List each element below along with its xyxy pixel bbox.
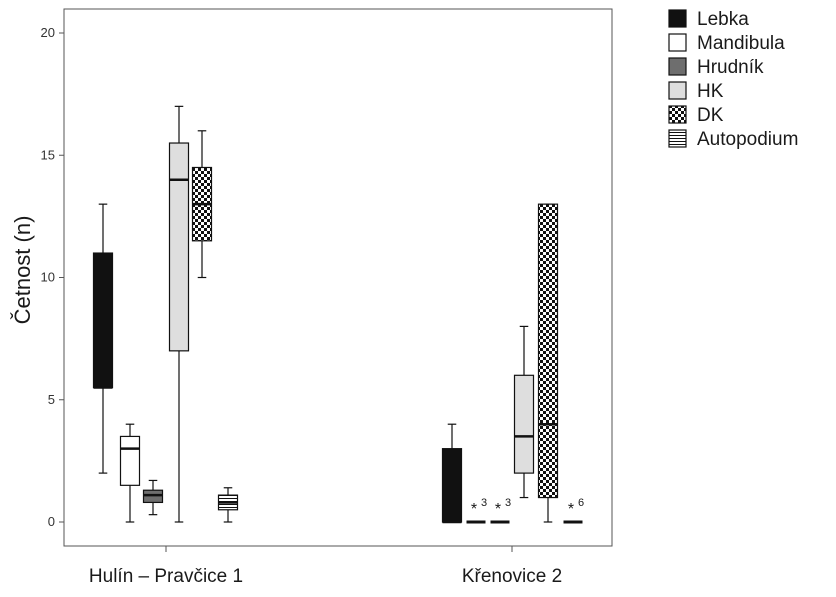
outlier-marker: * <box>568 501 574 518</box>
box-body <box>513 374 535 474</box>
legend-item: HK <box>668 81 724 102</box>
box-body <box>92 252 114 389</box>
legend-item: Autopodium <box>668 129 798 150</box>
box-body <box>119 435 141 486</box>
legend-label: Lebka <box>697 9 749 30</box>
legend: Lebka Mandibula Hrudník HK DK Autopodium <box>668 9 798 150</box>
legend-swatch <box>668 33 687 52</box>
y-tick-label: 10 <box>41 270 55 285</box>
legend-label: Mandibula <box>697 33 785 54</box>
x-axis: Hulín – Pravčice 1 Křenovice 2 <box>89 546 562 587</box>
legend-label: Hrudník <box>697 57 764 78</box>
legend-item: Mandibula <box>668 33 785 54</box>
legend-label: DK <box>697 105 724 126</box>
y-axis: 0 5 10 15 20 <box>41 9 65 546</box>
legend-swatch <box>668 57 687 76</box>
legend-item: Lebka <box>668 9 749 30</box>
y-tick-label: 15 <box>41 147 55 162</box>
x-category-label: Křenovice 2 <box>462 566 562 587</box>
y-tick-label: 20 <box>41 25 55 40</box>
box-hrudník-1 <box>142 479 164 516</box>
legend-swatch <box>668 81 687 100</box>
box-lebka-2 <box>441 423 463 524</box>
box-hk-1 <box>168 105 190 523</box>
box-lebka-1 <box>92 203 114 474</box>
box-mandibula-1 <box>119 423 141 523</box>
outlier-label: 6 <box>578 497 584 509</box>
outlier-marker: * <box>495 501 501 518</box>
legend-item: Hrudník <box>668 57 764 78</box>
box-hk-2 <box>513 325 535 499</box>
legend-swatch <box>668 129 687 148</box>
y-tick-label: 0 <box>48 514 55 529</box>
box-body <box>537 203 559 499</box>
box-hrudník-2: * 3 <box>490 497 511 524</box>
outlier-label: 3 <box>505 497 511 509</box>
y-axis-label: Četnost (n) <box>10 216 35 325</box>
legend-label: Autopodium <box>697 129 798 150</box>
y-tick-label: 5 <box>48 392 55 407</box>
outlier-marker: * <box>471 501 477 518</box>
legend-item: DK <box>668 105 724 126</box>
legend-label: HK <box>697 81 724 102</box>
outlier-label: 3 <box>481 497 487 509</box>
legend-swatch <box>668 9 687 28</box>
box-body <box>168 142 190 352</box>
box-autopodium-2: * 6 <box>563 497 584 524</box>
box-body <box>441 448 463 523</box>
box-dk-2 <box>537 203 559 523</box>
x-category-label: Hulín – Pravčice 1 <box>89 566 243 587</box>
box-series-group: * 3 * 3 * 6 <box>92 105 584 524</box>
box-dk-1 <box>191 130 213 279</box>
legend-swatch <box>668 105 687 124</box>
box-autopodium-1 <box>217 487 239 523</box>
box-mandibula-2: * 3 <box>466 497 487 524</box>
